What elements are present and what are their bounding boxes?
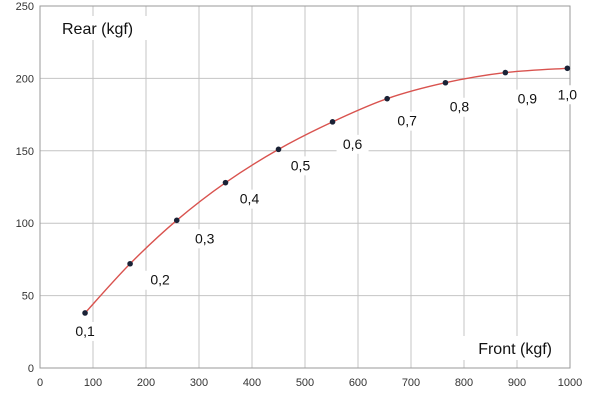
grid	[39, 5, 571, 369]
x-tick-label: 100	[84, 377, 102, 389]
point-label-background	[188, 229, 221, 249]
x-tick-label: 0	[37, 377, 43, 389]
point-label-background	[284, 156, 317, 176]
point-label-background	[144, 270, 177, 290]
point-label: 0,4	[240, 191, 260, 207]
data-point	[173, 217, 180, 224]
point-label-background	[391, 111, 424, 131]
x-tick-label: 1000	[558, 377, 582, 389]
data-points	[82, 65, 571, 316]
point-label: 1,0	[558, 86, 578, 102]
axis-title-background	[58, 16, 148, 40]
trend-curve	[84, 67, 568, 314]
x-tick-label: 700	[402, 377, 420, 389]
data-point	[222, 179, 229, 186]
y-axis-title: Rear (kgf)	[62, 21, 133, 38]
data-point	[275, 146, 282, 153]
point-label: 0,6	[343, 136, 363, 152]
x-tick-label: 200	[137, 377, 155, 389]
y-tick-label: 100	[16, 218, 34, 230]
data-point	[502, 69, 509, 76]
x-tick-label: 400	[243, 377, 261, 389]
point-label-background	[551, 85, 584, 105]
data-point	[127, 260, 133, 267]
data-point	[442, 79, 449, 86]
point-label: 0,7	[397, 113, 417, 129]
point-label: 0,5	[291, 157, 311, 173]
point-label-background	[511, 89, 544, 109]
x-axis-title: Front (kgf)	[478, 341, 552, 358]
data-point	[564, 65, 571, 72]
point-label-background	[69, 321, 102, 341]
point-label: 0,8	[450, 99, 470, 115]
y-tick-label: 50	[22, 291, 34, 303]
point-label: 0,3	[195, 230, 215, 246]
point-label: 0,1	[75, 323, 95, 339]
point-labels: 0,1 0,2 0,3 0,4 0,5 0,6 0,7 0,8 0,9 1,0	[69, 85, 584, 341]
axis-title-background	[458, 336, 556, 360]
x-tick-label: 500	[296, 377, 314, 389]
axis-titles: Rear (kgf) Front (kgf)	[58, 16, 556, 360]
point-label-background	[233, 189, 266, 209]
y-tick-label: 150	[16, 146, 34, 158]
tick-labels: 0 100 200 300 400 500 600 700 800 900 1000 0 50 100 15…	[16, 1, 583, 389]
point-label-background	[336, 134, 369, 154]
point-label: 0,9	[518, 91, 538, 107]
plot-frame	[39, 5, 571, 369]
x-tick-label: 300	[190, 377, 208, 389]
y-tick-label: 200	[16, 73, 34, 85]
y-tick-label: 0	[28, 363, 34, 375]
series-line	[84, 67, 568, 314]
data-point	[82, 310, 88, 316]
y-tick-label: 250	[16, 1, 34, 13]
point-label: 0,2	[150, 272, 170, 288]
data-point	[384, 95, 390, 102]
x-tick-label: 600	[349, 377, 367, 389]
data-point	[329, 119, 336, 125]
point-label-background	[443, 97, 476, 117]
x-tick-label: 800	[455, 377, 473, 389]
x-tick-label: 900	[508, 377, 526, 389]
